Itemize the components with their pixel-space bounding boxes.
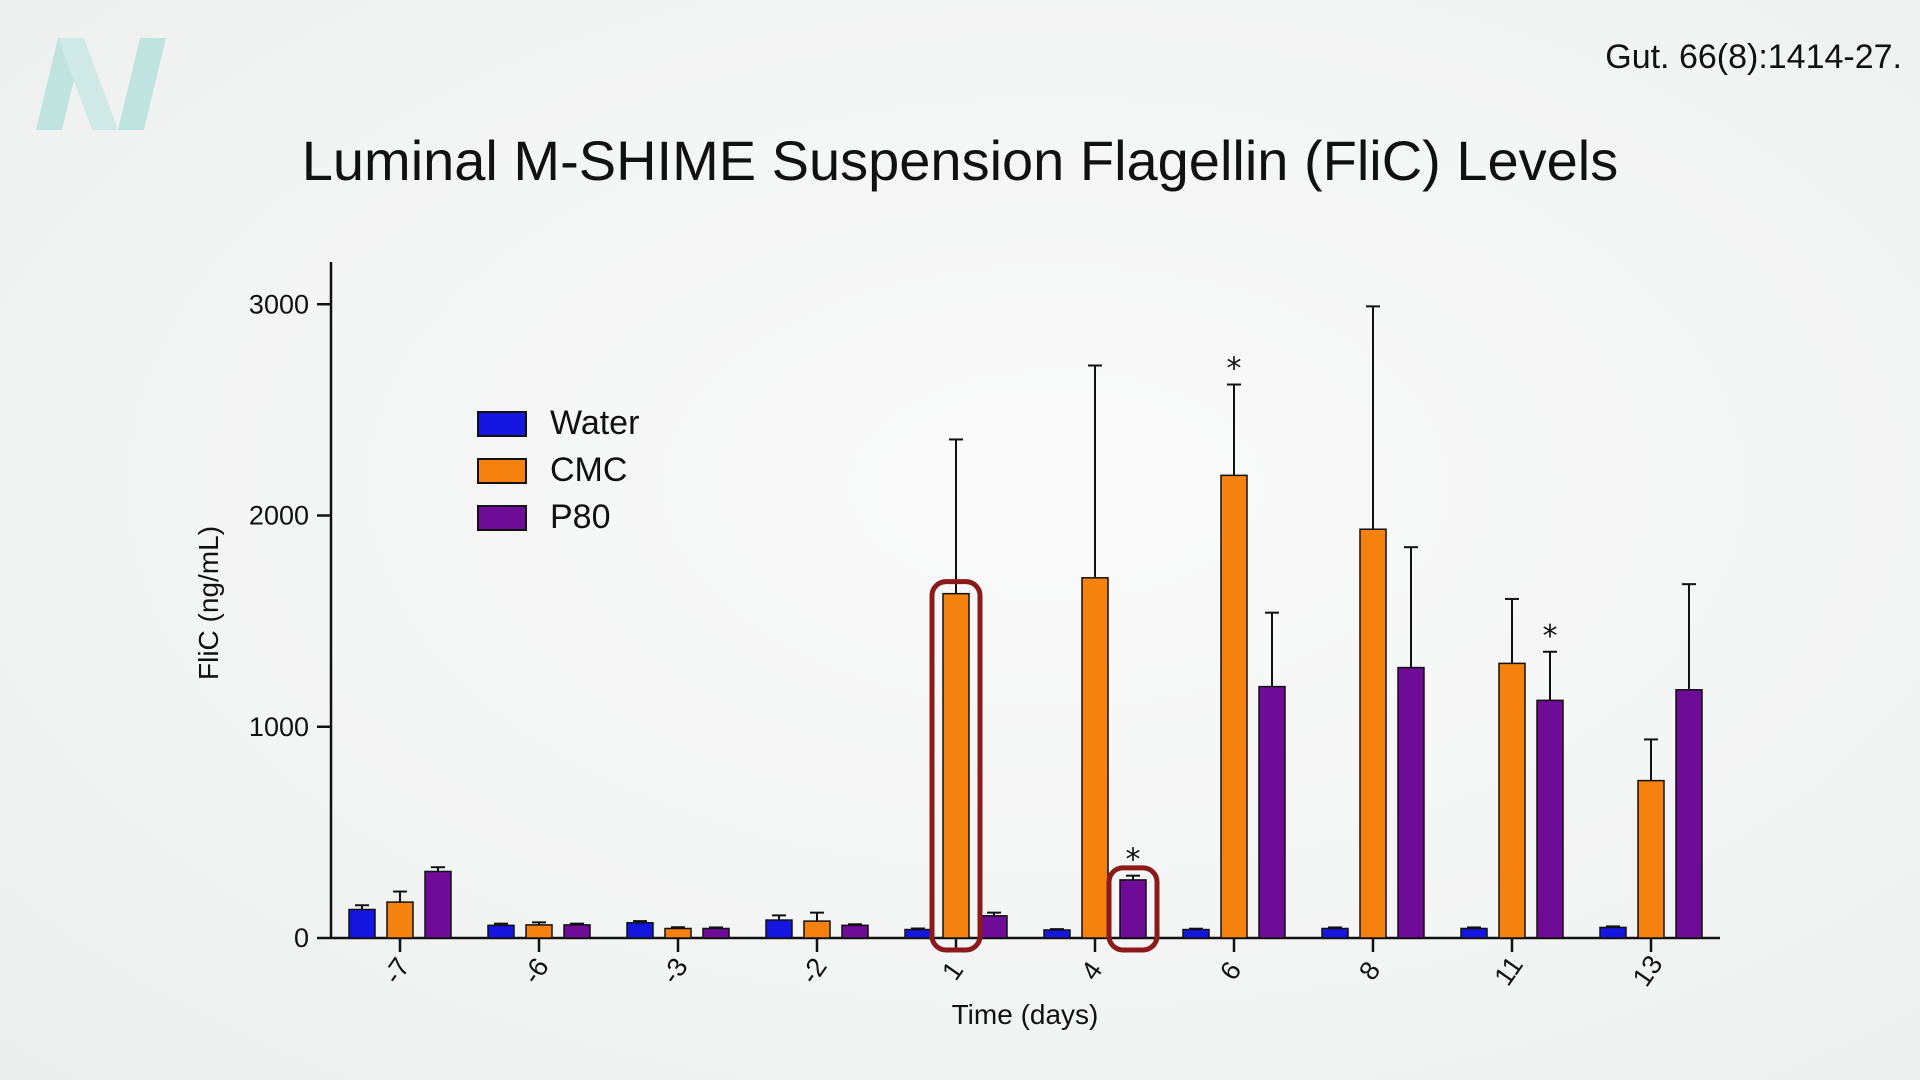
bar: [525, 924, 553, 939]
bar: [904, 928, 932, 939]
legend-label: Water: [550, 404, 639, 442]
legend: Water CMC P80: [477, 404, 639, 536]
bars: [348, 474, 1703, 939]
annotations: * * *: [929, 352, 1558, 953]
x-tick-label: 8: [1353, 956, 1386, 986]
bar: [1220, 474, 1248, 939]
bar: [841, 924, 869, 939]
bar: [386, 901, 414, 939]
bar: [942, 592, 970, 939]
x-tick-label: 11: [1488, 951, 1529, 991]
significance-star: *: [1227, 352, 1242, 387]
logo-right-stroke: [118, 38, 166, 130]
slide-title: Luminal M-SHIME Suspension Flagellin (Fl…: [301, 129, 1619, 192]
legend-label: CMC: [550, 451, 627, 489]
y-axis-title: FliC (ng/mL): [193, 526, 224, 680]
bar: [803, 920, 831, 939]
bar: [1258, 685, 1286, 939]
bar: [1359, 528, 1387, 939]
bar: [1119, 879, 1147, 939]
bar: [664, 927, 692, 939]
x-tick-label: 6: [1214, 956, 1247, 986]
y-tick-label: 0: [294, 923, 309, 953]
x-tick-label: -6: [516, 952, 554, 989]
bar: [1536, 699, 1564, 939]
x-tick-label: 13: [1627, 950, 1669, 992]
x-tick-label: 4: [1075, 956, 1108, 986]
y-tick-label: 3000: [249, 289, 309, 319]
highlight-box: [929, 579, 983, 953]
citation: Gut. 66(8):1414-27.: [1605, 38, 1902, 76]
error-bars: [355, 305, 1696, 931]
legend-swatch: [477, 458, 527, 484]
bar: [702, 927, 730, 939]
x-tick-label: -2: [794, 952, 832, 989]
bar: [980, 915, 1008, 939]
x-tick-label: -7: [377, 952, 415, 989]
bar: [1599, 926, 1627, 939]
legend-swatch: [477, 411, 527, 437]
bar: [1182, 928, 1210, 939]
bar: [1460, 927, 1488, 939]
logo-diagonal-stroke: [58, 38, 118, 130]
significance-star: *: [1126, 843, 1141, 878]
bar: [1043, 929, 1071, 939]
legend-label: P80: [550, 498, 611, 536]
bar: [1397, 666, 1425, 939]
x-tick-label: -3: [655, 952, 693, 989]
bar: [1675, 689, 1703, 939]
x-tick-label: 1: [936, 956, 969, 986]
x-axis-title: Time (days): [952, 999, 1099, 1030]
highlight-box: [1106, 865, 1160, 953]
bar: [1637, 779, 1665, 939]
bar: [348, 908, 376, 939]
bar: [487, 924, 515, 939]
significance-star: *: [1543, 619, 1558, 654]
legend-swatch: [477, 505, 527, 531]
bar: [563, 924, 591, 939]
bar: [765, 919, 793, 939]
y-tick-label: 1000: [249, 712, 309, 742]
bar: [626, 922, 654, 939]
n-logo-icon: [36, 38, 166, 130]
bar: [1498, 662, 1526, 939]
bar: [424, 870, 452, 939]
bar: [1081, 577, 1109, 939]
y-tick-label: 2000: [249, 501, 309, 531]
bar: [1321, 927, 1349, 939]
